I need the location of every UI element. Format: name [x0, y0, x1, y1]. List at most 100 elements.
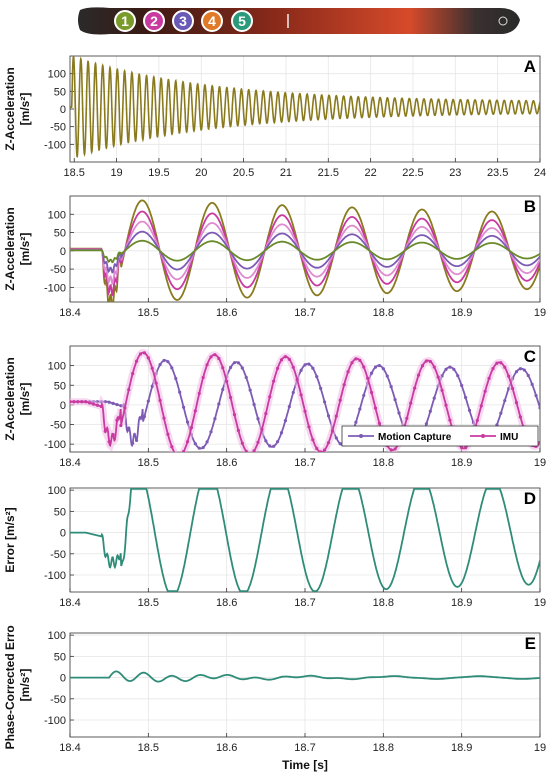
series-point [170, 366, 174, 370]
series-point [495, 361, 499, 365]
series-point [538, 406, 540, 410]
series-point [424, 359, 429, 363]
series-point [369, 371, 374, 375]
y-tick-label: 0 [60, 673, 66, 685]
series-point [334, 414, 338, 418]
series-point [178, 454, 181, 457]
series-point [162, 416, 166, 420]
series-point [244, 449, 248, 452]
series-point [354, 420, 358, 424]
x-tick-label: 18.5 [64, 167, 85, 179]
series-point [225, 379, 229, 383]
series-point [381, 367, 385, 371]
series-point [178, 390, 182, 394]
series-point [205, 440, 209, 444]
series-point [142, 351, 147, 355]
series-point [503, 399, 507, 403]
series-point [201, 375, 205, 380]
chart-panel-a: 18.5 19 19.5 20 20.5 21 21.5 22 22.5 23 23.5 24 -100… [3, 55, 546, 179]
series-point [369, 390, 374, 395]
series-point [99, 404, 103, 409]
x-tick-label: 18.6 [216, 742, 237, 754]
series-line-green [70, 239, 540, 264]
series-point [377, 363, 382, 368]
series-point [119, 423, 123, 428]
y-tick-label: 50 [54, 506, 66, 518]
series-point [303, 409, 307, 413]
series-point [95, 403, 100, 407]
series-point [507, 374, 511, 378]
x-axis-label: Time [s] [282, 758, 328, 772]
x-tick-label: 19 [534, 597, 546, 609]
series-point [385, 374, 389, 378]
series-point [299, 368, 303, 372]
series-point [522, 368, 526, 372]
y-tick-label: -50 [50, 420, 66, 432]
series-point [72, 400, 76, 404]
series-line-lightmagenta [70, 220, 540, 286]
series-point [166, 360, 170, 364]
series-point [107, 400, 111, 404]
y-tick-label: 0 [60, 246, 66, 258]
series-point [154, 381, 158, 385]
panel-label: A [524, 57, 536, 76]
series-point [248, 388, 252, 392]
series-point [138, 416, 143, 420]
x-tick-label: 19.5 [148, 167, 169, 179]
series-point [193, 442, 197, 446]
series-point [115, 418, 119, 422]
series-point [338, 398, 342, 402]
series-point [87, 401, 92, 405]
series-point [432, 396, 436, 400]
series-point [244, 375, 248, 380]
series-point [275, 366, 280, 370]
series-point [326, 414, 331, 418]
series-point [397, 411, 401, 415]
series-line-teal [70, 670, 540, 683]
x-tick-label: 23 [449, 167, 461, 179]
x-tick-label: 18.6 [216, 457, 237, 469]
x-tick-label: 18.5 [138, 597, 159, 609]
series-point [185, 420, 190, 424]
series-point [84, 400, 88, 404]
y-axis-label: [m/s²] [18, 383, 32, 416]
series-point [448, 418, 452, 422]
y-tick-label: 50 [54, 651, 66, 663]
series-point [123, 406, 127, 410]
panel-label: C [524, 347, 536, 366]
series-point [127, 426, 131, 430]
series-point [416, 373, 421, 377]
series-point [479, 404, 483, 408]
series-point [287, 357, 291, 361]
series-point [174, 376, 178, 381]
series-point [467, 408, 472, 412]
series-point [107, 440, 111, 444]
ski-marker-3 [172, 10, 194, 32]
series-point [291, 390, 295, 395]
y-axis-label: Phase-Corrected Error [3, 625, 17, 749]
legend-marker [359, 434, 363, 438]
series-point [275, 440, 280, 444]
series-point [142, 414, 147, 419]
y-tick-label: -100 [44, 139, 66, 151]
ski-marker-5 [231, 10, 253, 32]
series-point [252, 449, 256, 452]
series-point [334, 436, 338, 440]
x-tick-label: 18.6 [216, 307, 237, 319]
series-point [420, 364, 425, 368]
y-tick-label: -50 [50, 264, 66, 276]
series-point [232, 361, 237, 365]
series-point [221, 387, 225, 392]
series-point [315, 375, 319, 379]
ski-tip-logo-icon [498, 16, 508, 26]
series-point [228, 365, 233, 370]
series-point [307, 362, 311, 366]
x-tick-label: 18.5 [138, 307, 159, 319]
y-tick-label: 100 [48, 630, 66, 642]
series-point [127, 388, 131, 392]
series-point [366, 376, 370, 380]
x-tick-label: 18.7 [294, 742, 315, 754]
x-tick-label: 18.7 [294, 457, 315, 469]
series-point [272, 444, 276, 448]
ski-marker-label: 4 [208, 13, 216, 29]
